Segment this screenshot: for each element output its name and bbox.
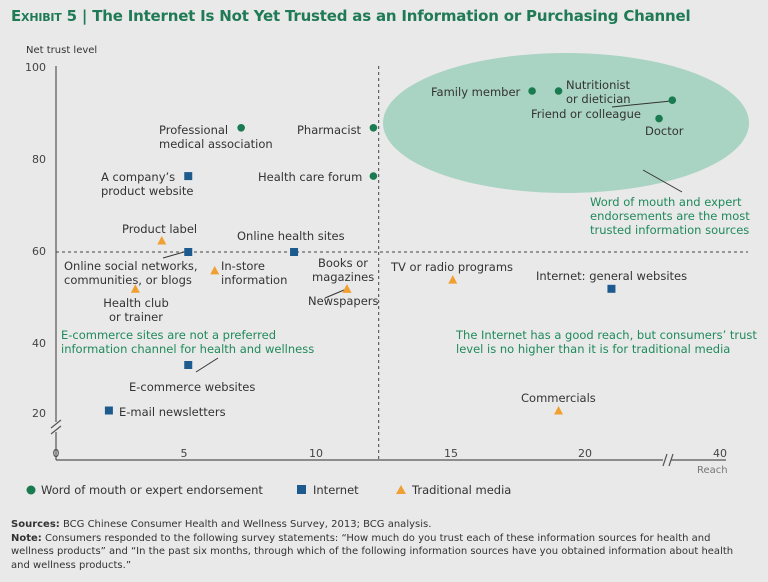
- x-tick: 0: [52, 447, 60, 460]
- note: Note: Consumers responded to the followi…: [11, 532, 751, 573]
- data-point-wom: [528, 87, 536, 95]
- y-tick: 100: [25, 61, 46, 74]
- data-point-traditional: [448, 275, 458, 284]
- legend-traditional: Traditional media: [412, 483, 512, 497]
- x-axis-label: Reach: [697, 465, 728, 476]
- leader-line: [195, 357, 219, 373]
- note-text: Consumers responded to the following sur…: [11, 532, 734, 571]
- legend-triangle-marker: [396, 485, 406, 494]
- y-axis-break: [50, 419, 62, 435]
- data-point-wom: [237, 124, 245, 132]
- legend-internet: Internet: [313, 483, 359, 497]
- data-point-wom: [554, 87, 563, 95]
- sources-text: BCG Chinese Consumer Health and Wellness…: [62, 519, 432, 530]
- y-tick: 20: [32, 407, 46, 420]
- data-point-traditional: [554, 406, 564, 415]
- footer: Sources: BCG Chinese Consumer Health and…: [11, 518, 751, 572]
- sources: Sources: BCG Chinese Consumer Health and…: [11, 518, 751, 532]
- note-label: Note:: [11, 532, 42, 544]
- exhibit-number: Exhibit 5: [11, 7, 77, 25]
- data-point-traditional: [210, 265, 220, 275]
- x-tick: 5: [180, 447, 188, 460]
- point-label: Nutritionist or dietician: [566, 78, 631, 106]
- highlight-ellipse: [383, 53, 749, 193]
- annotation-internet-reach: The Internet has a good reach, but consu…: [456, 328, 757, 356]
- leader-line: [611, 100, 672, 108]
- title-text: The Internet Is Not Yet Trusted as an In…: [92, 7, 691, 25]
- point-label: A company’s product website: [101, 170, 194, 198]
- x-tick: 20: [578, 447, 592, 460]
- y-axis-label: Net trust level: [26, 45, 98, 56]
- data-point-wom: [655, 114, 663, 123]
- data-point-traditional: [130, 284, 140, 293]
- legend-square-marker: [297, 485, 306, 494]
- point-label: Professional medical association: [159, 123, 273, 151]
- data-point-wom: [369, 124, 378, 132]
- data-point-wom: [369, 172, 378, 180]
- point-label: E-commerce websites: [129, 380, 256, 394]
- point-label: Doctor: [645, 124, 684, 138]
- x-tick: 15: [444, 447, 458, 460]
- point-label: Family member: [431, 85, 521, 99]
- point-label: Friend or colleague: [531, 107, 641, 121]
- legend-circle-marker: [26, 485, 36, 495]
- point-label: Online social networks, communities, or …: [64, 259, 198, 287]
- exhibit-title: Exhibit 5 | The Internet Is Not Yet Trus…: [11, 7, 691, 25]
- point-label: Pharmacist: [297, 123, 362, 137]
- y-tick: 60: [32, 245, 46, 258]
- point-label: In-store information: [221, 259, 288, 287]
- leader-line: [642, 169, 683, 193]
- data-point-traditional: [157, 236, 167, 245]
- leader-line: [324, 289, 345, 299]
- data-point-internet: [184, 248, 193, 256]
- leader-line: [162, 251, 185, 259]
- point-label: Internet: general websites: [536, 269, 688, 283]
- point-label: Health care forum: [258, 170, 363, 184]
- point-label: E-mail newsletters: [119, 405, 226, 419]
- point-label: Books or magazines: [312, 256, 375, 284]
- x-tick: 40: [713, 447, 727, 460]
- point-label: Product label: [122, 222, 198, 236]
- y-tick: 80: [32, 153, 46, 166]
- data-point-internet: [184, 172, 193, 181]
- sources-label: Sources:: [11, 519, 60, 530]
- point-label: Newspapers: [308, 294, 379, 308]
- point-label: TV or radio programs: [391, 260, 514, 274]
- x-tick: 10: [309, 447, 323, 460]
- y-tick: 40: [32, 337, 46, 350]
- legend-wom: Word of mouth or expert endorsement: [41, 483, 263, 497]
- annotation-wom: Word of mouth and expert endorsements ar…: [590, 195, 750, 237]
- point-label: Online health sites: [237, 229, 345, 243]
- annotation-ecommerce: E-commerce sites are not a preferred inf…: [61, 328, 315, 356]
- data-point-internet: [607, 284, 616, 293]
- data-point-internet: [184, 361, 193, 369]
- data-point-internet: [104, 406, 113, 415]
- data-point-traditional: [342, 284, 352, 293]
- point-label: Commercials: [521, 391, 596, 405]
- data-point-wom: [668, 96, 677, 104]
- data-point-internet: [290, 248, 299, 256]
- point-label: Health club or trainer: [103, 296, 169, 324]
